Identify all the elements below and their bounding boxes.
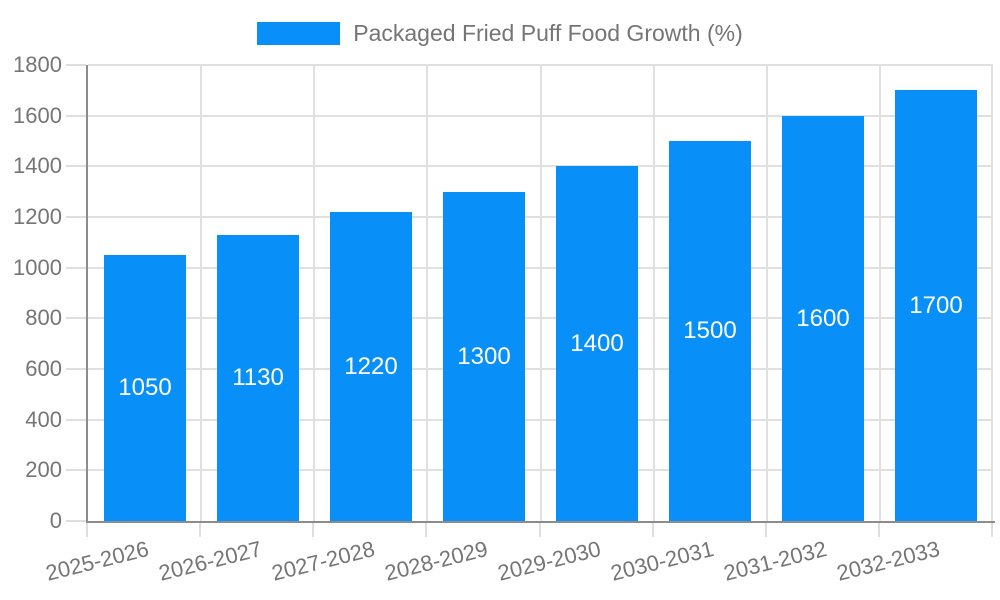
bar: 1130 xyxy=(217,235,299,521)
bar: 1700 xyxy=(895,90,977,521)
y-axis-tick xyxy=(66,419,86,421)
bar-value-label: 1400 xyxy=(570,329,624,357)
y-axis-tick xyxy=(66,64,86,66)
x-axis-tick xyxy=(878,523,880,537)
legend: Packaged Fried Puff Food Growth (%) xyxy=(0,20,1000,47)
bar: 1400 xyxy=(556,166,638,521)
x-axis-tick-label: 2032-2033 xyxy=(833,536,943,586)
y-axis-tick xyxy=(66,165,86,167)
x-axis-tick xyxy=(312,523,314,537)
bar: 1050 xyxy=(104,255,186,521)
x-axis-tick-label: 2030-2031 xyxy=(607,536,717,586)
x-axis-tick xyxy=(86,523,88,537)
y-axis-tick-label: 1800 xyxy=(13,52,62,77)
y-axis-tick xyxy=(66,469,86,471)
y-axis-tick xyxy=(66,267,86,269)
gridline-vertical xyxy=(313,65,315,521)
gridline-vertical xyxy=(200,65,202,521)
gridline-vertical xyxy=(426,65,428,521)
gridline-vertical xyxy=(653,65,655,521)
y-axis-tick xyxy=(66,216,86,218)
legend-swatch xyxy=(257,22,341,45)
bar: 1500 xyxy=(669,141,751,521)
x-axis-tick xyxy=(991,523,993,537)
gridline-vertical xyxy=(766,65,768,521)
bar-value-label: 1500 xyxy=(683,317,737,344)
x-axis-tick xyxy=(199,523,201,537)
y-axis-tick-label: 1400 xyxy=(13,153,62,178)
y-axis-tick xyxy=(66,520,86,522)
x-axis-tick-label: 2031-2032 xyxy=(720,536,830,586)
gridline-vertical xyxy=(991,65,993,521)
y-axis-tick-label: 600 xyxy=(25,356,62,381)
bar-value-label: 1220 xyxy=(344,352,398,380)
y-axis-tick-label: 1600 xyxy=(13,103,62,128)
x-axis-tick-label: 2029-2030 xyxy=(494,536,604,586)
y-axis-line xyxy=(86,65,88,523)
y-axis-tick-label: 0 xyxy=(49,508,62,533)
y-axis-tick-label: 400 xyxy=(25,407,62,432)
plot-area: 1050 1130 1220 1300 1400 1500 1600 1700 xyxy=(88,64,993,521)
bar: 1220 xyxy=(330,212,412,521)
y-axis-tick xyxy=(66,317,86,319)
y-axis-tick xyxy=(66,368,86,370)
x-axis-tick xyxy=(765,523,767,537)
gridline-vertical xyxy=(879,65,881,521)
x-axis-tick xyxy=(425,523,427,537)
bar-value-label: 1300 xyxy=(457,342,511,370)
x-axis-tick xyxy=(652,523,654,537)
y-axis-tick-label: 200 xyxy=(25,457,62,482)
x-axis-tick xyxy=(539,523,541,537)
bar-value-label: 1600 xyxy=(796,304,850,332)
bar: 1600 xyxy=(782,116,864,521)
y-axis-tick-label: 800 xyxy=(25,305,62,330)
x-axis-tick-label: 2025-2026 xyxy=(42,536,152,586)
bar-value-label: 1050 xyxy=(118,374,172,401)
bar: 1300 xyxy=(443,192,525,521)
x-axis-tick-label: 2026-2027 xyxy=(155,536,265,586)
gridline-vertical xyxy=(540,65,542,521)
y-axis-tick-label: 1200 xyxy=(13,204,62,229)
x-axis-line xyxy=(86,521,995,523)
x-axis-tick-label: 2027-2028 xyxy=(268,536,378,586)
bar-value-label: 1130 xyxy=(232,364,284,391)
bar-value-label: 1700 xyxy=(909,291,963,319)
y-axis-tick xyxy=(66,115,86,117)
y-axis-tick-label: 1000 xyxy=(13,255,62,280)
legend-label: Packaged Fried Puff Food Growth (%) xyxy=(353,20,743,46)
x-axis-tick-label: 2028-2029 xyxy=(381,536,491,586)
